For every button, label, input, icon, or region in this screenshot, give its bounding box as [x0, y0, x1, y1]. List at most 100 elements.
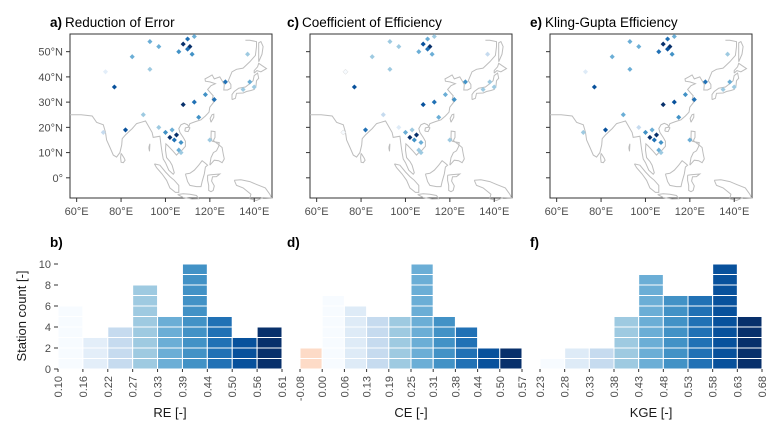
x-tick-label: 0.63 — [732, 376, 744, 397]
lon-tick-label: 80°E — [109, 206, 133, 218]
coastline-path — [628, 143, 631, 152]
x-tick-label: 0.38 — [609, 376, 621, 397]
x-axis-label: RE [-] — [153, 405, 186, 420]
station-point — [100, 129, 106, 135]
lon-tick-label: 60°E — [305, 206, 329, 218]
histogram-bar — [613, 316, 640, 370]
station-point — [202, 92, 208, 98]
histogram-bar — [321, 295, 345, 370]
coastline-path — [498, 40, 504, 62]
lon-tick-label: 140°E — [239, 206, 269, 218]
histogram-panel: b) 0.10 0.16 0.22 0.27 0.33 0.39 0.44 0.50 0.56 0.… — [39, 235, 289, 420]
coastline-path — [473, 179, 513, 202]
x-tick-label: 0.50 — [495, 376, 507, 397]
panel-a-letter: a) — [50, 15, 62, 30]
lon-tick-label: 100°E — [390, 206, 420, 218]
station-point — [418, 139, 424, 146]
map-panel: 60°E 80°E 100°E 120°E 140°E — [545, 33, 753, 218]
coastline-path — [550, 39, 737, 176]
station-point — [140, 112, 146, 118]
lon-tick-label: 80°E — [589, 206, 613, 218]
coastline-path — [388, 143, 391, 152]
station-point — [425, 36, 431, 42]
lon-tick-label: 80°E — [349, 206, 373, 218]
histogram-bar — [388, 316, 412, 370]
station-point — [191, 99, 197, 105]
x-tick-label: 0.58 — [708, 376, 720, 397]
station-point — [178, 150, 184, 156]
lon-tick-label: 120°E — [675, 206, 705, 218]
y-axis-label: Station count [-] — [14, 270, 29, 361]
map-panel: 60°E 80°E 100°E 120°E 140°E — [305, 33, 513, 218]
y-tick-label: 2 — [45, 343, 51, 355]
x-tick-label: 0.28 — [560, 376, 572, 397]
station-point — [602, 127, 609, 133]
coastline-path — [153, 163, 180, 193]
y-tick-label: 10 — [39, 259, 51, 271]
coastline-path — [253, 62, 268, 74]
station-point — [447, 137, 453, 143]
panel-a-title: a) Reduction of Error — [50, 15, 175, 30]
coastline-path — [207, 173, 222, 193]
station-point — [171, 137, 177, 143]
histogram-bar — [736, 316, 763, 370]
station-point — [211, 97, 217, 103]
lat-tick-label: 10°N — [38, 148, 63, 160]
station-point — [162, 129, 169, 135]
station-point — [649, 127, 655, 133]
coastline-path — [664, 159, 689, 188]
y-tick-label: 0 — [45, 364, 51, 376]
station-point — [420, 41, 426, 47]
station-point — [425, 46, 431, 52]
station-point — [102, 69, 109, 75]
coastline-path — [424, 126, 431, 133]
panel-c-title: c) Coefficient of Efficiency — [287, 15, 442, 30]
histogram-bar — [366, 316, 390, 370]
station-point — [653, 132, 660, 138]
map-frame — [69, 33, 273, 199]
histogram-panel: d) -0.08 0.00 0.06 0.13 0.19 0.25 0.31 0.38 0.44 0… — [287, 235, 529, 420]
station-point — [178, 139, 184, 146]
x-tick-label: 0.33 — [584, 376, 596, 397]
coastline-path — [184, 159, 209, 188]
station-point — [169, 127, 175, 133]
lon-tick-label: 60°E — [65, 206, 89, 218]
x-tick-label: 0.10 — [53, 376, 65, 397]
coastline-path — [664, 126, 671, 133]
x-tick-label: 0.39 — [177, 376, 189, 397]
x-tick-label: 0.13 — [362, 376, 374, 397]
histogram-bar — [638, 274, 664, 370]
histogram-bar — [539, 358, 566, 370]
map-frame — [549, 33, 753, 199]
lat-tick-label: 40°N — [38, 72, 63, 84]
panel-e-title: e) Kling-Gupta Efficiency — [530, 15, 678, 30]
x-tick-label: 0.61 — [277, 376, 289, 397]
station-point — [111, 84, 117, 90]
coastline-path — [713, 179, 753, 202]
x-axis-label: CE [-] — [394, 405, 427, 420]
map-panels: 60°E 80°E 100°E 120°E 140°E 50°N 40°N 30°N 20°N 1… — [38, 33, 753, 218]
station-point — [409, 127, 415, 133]
x-tick-label: 0.22 — [103, 376, 115, 397]
coastline-path — [733, 62, 748, 74]
histogram-bar — [82, 337, 109, 370]
x-tick-label: 0.06 — [339, 376, 351, 397]
station-point — [418, 150, 424, 156]
coastline-path — [689, 113, 695, 123]
station-point — [411, 137, 417, 143]
lon-tick-label: 100°E — [150, 206, 180, 218]
coastline-path — [177, 193, 200, 200]
coastline-path — [738, 40, 744, 62]
y-tick-label: 6 — [45, 301, 51, 313]
coastline-path — [393, 163, 420, 193]
y-tick-label: 8 — [45, 280, 51, 292]
coastline-path — [449, 113, 455, 123]
coastline-path — [209, 130, 225, 166]
x-tick-label: 0.44 — [473, 376, 485, 397]
histogram-bar — [687, 295, 714, 370]
coastline-path — [209, 113, 215, 123]
panel-a-text: Reduction of Error — [65, 15, 175, 30]
histogram-panel-letter: b) — [50, 235, 63, 250]
x-tick-label: 0.33 — [153, 376, 165, 397]
station-point — [173, 132, 180, 138]
